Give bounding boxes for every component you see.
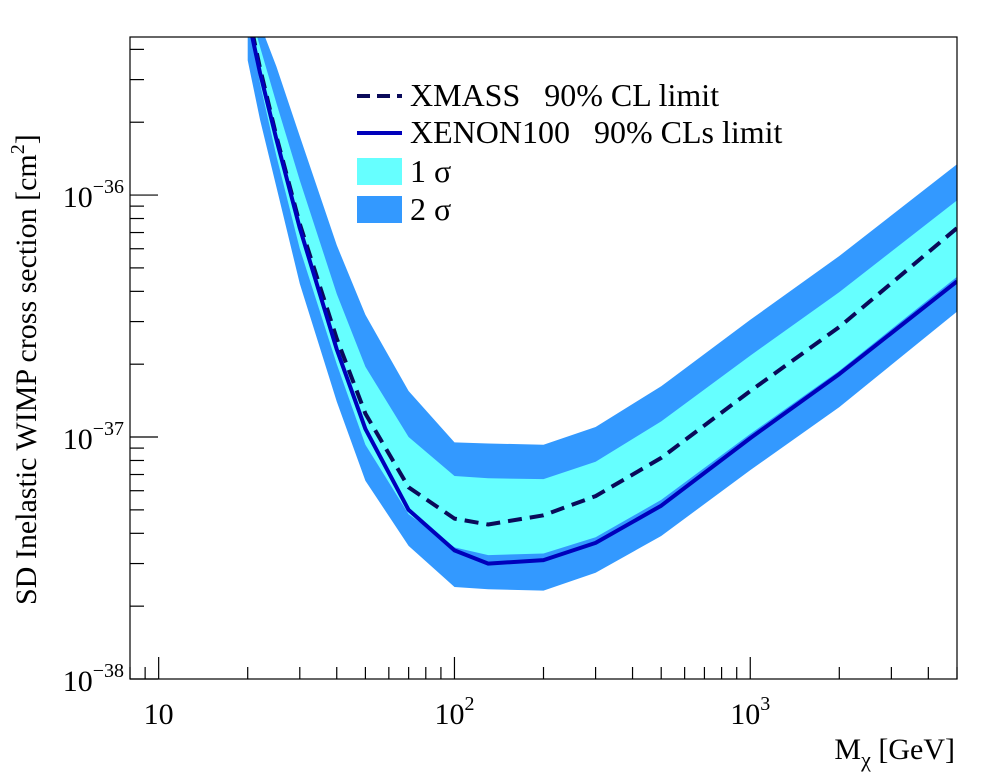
lines-layer <box>250 37 957 566</box>
x-tick-label: 10 <box>144 698 174 731</box>
series-line-xenon100 <box>250 37 957 566</box>
legend-swatch-2sigma <box>357 196 402 223</box>
ticks-layer: 10 102 103 10−38 10−37 10−36 <box>63 48 958 731</box>
legend-swatch-1sigma <box>357 158 402 185</box>
y-tick-label: 10−36 <box>63 176 124 214</box>
y-axis-title: SD Inelastic WIMP cross section [cm2] <box>7 134 43 605</box>
legend-label-1sigma: 1 σ <box>410 153 451 189</box>
x-tick-label: 102 <box>434 693 474 731</box>
legend-label-xenon100: XENON100 90% CLs limit <box>410 114 783 150</box>
legend: XMASS 90% CL limit XENON100 90% CLs limi… <box>357 77 783 227</box>
bands-layer <box>247 37 957 591</box>
x-tick-label: 103 <box>730 693 770 731</box>
x-axis-title: Mχ [GeV] <box>834 733 955 772</box>
legend-label-2sigma: 2 σ <box>410 191 451 227</box>
y-tick-label: 10−38 <box>63 660 124 698</box>
legend-label-xmass: XMASS 90% CL limit <box>410 77 719 113</box>
y-tick-label: 10−37 <box>63 418 124 456</box>
